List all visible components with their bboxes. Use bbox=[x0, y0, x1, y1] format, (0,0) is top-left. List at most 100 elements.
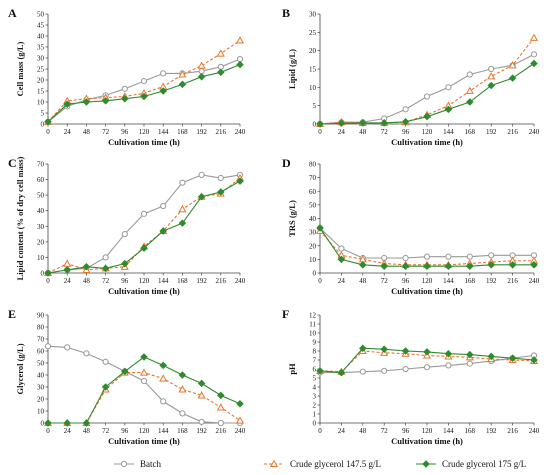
x-tick-label: 48 bbox=[83, 277, 91, 285]
x-tick-label: 96 bbox=[121, 128, 129, 136]
x-tick-label: 216 bbox=[216, 427, 227, 435]
data-point bbox=[444, 105, 453, 114]
y-tick-label: 5 bbox=[313, 375, 317, 383]
x-tick-label: 48 bbox=[83, 128, 91, 136]
series-crude-glycerol-175-g-l bbox=[44, 177, 244, 277]
y-tick-label: 15 bbox=[37, 88, 45, 96]
y-tick-label: 25 bbox=[309, 29, 317, 37]
y-tick-label: 60 bbox=[309, 188, 317, 196]
series-crude-glycerol-175-g-l bbox=[44, 60, 244, 126]
series-line bbox=[47, 177, 241, 274]
y-tick-label: 20 bbox=[309, 47, 317, 55]
x-tick-label: 192 bbox=[196, 427, 207, 435]
y-tick-label: 0 bbox=[313, 270, 317, 278]
series-line bbox=[47, 174, 241, 274]
x-tick-label: 216 bbox=[507, 128, 518, 136]
x-tick-label: 120 bbox=[422, 128, 433, 136]
x-tick-label: 24 bbox=[338, 277, 346, 285]
x-tick-label: 96 bbox=[402, 128, 410, 136]
y-tick-label: 10 bbox=[309, 84, 317, 92]
x-tick-label: 48 bbox=[83, 427, 91, 435]
y-tick-label: 0 bbox=[313, 121, 317, 129]
y-tick-label: 40 bbox=[37, 372, 45, 380]
data-point bbox=[401, 262, 410, 270]
data-point bbox=[140, 78, 148, 85]
x-tick-label: 0 bbox=[46, 277, 50, 285]
x-tick-label: 120 bbox=[422, 427, 433, 435]
x-tick-label: 72 bbox=[102, 427, 110, 435]
y-tick-label: 10 bbox=[37, 408, 45, 416]
x-tick-label: 192 bbox=[486, 277, 497, 285]
y-tick-label: 40 bbox=[309, 215, 317, 223]
x-axis-label: Cultivation time (h) bbox=[108, 436, 180, 446]
x-tick-label: 96 bbox=[121, 277, 129, 285]
x-tick-label: 120 bbox=[139, 128, 150, 136]
data-point bbox=[530, 59, 538, 68]
data-point bbox=[160, 398, 167, 405]
data-point bbox=[197, 391, 206, 399]
data-point bbox=[198, 171, 205, 178]
y-axis-label: pH bbox=[287, 363, 297, 375]
y-tick-label: 50 bbox=[309, 201, 317, 209]
data-point bbox=[197, 192, 206, 201]
x-tick-label: 216 bbox=[507, 277, 518, 285]
legend-label: Crude glycerol 175 g/L bbox=[442, 459, 526, 469]
data-point bbox=[44, 118, 52, 126]
y-tick-label: 80 bbox=[309, 161, 317, 169]
data-point bbox=[178, 371, 187, 379]
x-tick-label: 120 bbox=[139, 277, 150, 285]
x-axis-label: Cultivation time (h) bbox=[391, 436, 463, 446]
x-tick-label: 240 bbox=[529, 277, 540, 285]
data-point bbox=[445, 84, 452, 91]
series-batch bbox=[316, 224, 538, 262]
data-point bbox=[101, 97, 110, 105]
legend-marker bbox=[422, 460, 430, 468]
x-tick-label: 240 bbox=[235, 128, 246, 136]
x-tick-label: 72 bbox=[381, 128, 389, 136]
data-point bbox=[44, 419, 52, 427]
y-tick-label: 12 bbox=[309, 312, 317, 320]
y-tick-label: 7 bbox=[313, 357, 317, 365]
x-tick-label: 240 bbox=[529, 427, 540, 435]
data-point bbox=[83, 350, 90, 357]
data-point bbox=[466, 262, 474, 270]
data-point bbox=[401, 118, 410, 126]
legend-entry: Crude glycerol 175 g/L bbox=[416, 459, 526, 469]
data-point bbox=[445, 253, 452, 260]
x-tick-label: 168 bbox=[465, 128, 476, 136]
x-tick-label: 48 bbox=[359, 427, 367, 435]
y-tick-label: 0 bbox=[41, 420, 45, 428]
y-tick-label: 70 bbox=[37, 336, 45, 344]
data-point bbox=[236, 177, 244, 185]
data-point bbox=[121, 94, 129, 103]
data-point bbox=[359, 261, 367, 269]
y-tick-label: 6 bbox=[313, 366, 317, 374]
legend-label: Batch bbox=[140, 459, 161, 469]
data-point bbox=[423, 112, 431, 121]
data-point bbox=[466, 98, 474, 106]
panel-letter: A bbox=[8, 6, 17, 20]
data-point bbox=[466, 71, 473, 78]
panel-letter: F bbox=[282, 307, 289, 321]
data-point bbox=[488, 252, 495, 259]
x-tick-label: 0 bbox=[46, 427, 50, 435]
y-tick-label: 10 bbox=[37, 254, 45, 262]
data-point bbox=[445, 362, 452, 369]
y-tick-label: 20 bbox=[37, 77, 45, 85]
x-tick-label: 24 bbox=[338, 427, 346, 435]
x-tick-label: 24 bbox=[64, 277, 72, 285]
x-tick-label: 72 bbox=[381, 427, 389, 435]
x-tick-label: 72 bbox=[381, 277, 389, 285]
series-crude-glycerol-147-5-g-l bbox=[43, 173, 245, 277]
y-tick-label: 4 bbox=[313, 384, 317, 392]
chart-panel-b: B 0 5 10 15 20 25 30 0 24 48 72 96 120 144 168 192 216 240… bbox=[282, 6, 540, 147]
data-point bbox=[236, 400, 244, 408]
series-line bbox=[319, 227, 534, 259]
data-point bbox=[380, 262, 388, 270]
y-tick-label: 30 bbox=[37, 384, 45, 392]
y-axis-label: Lipid content (% of dry cell mass) bbox=[15, 156, 25, 280]
series-batch bbox=[44, 343, 244, 427]
data-point bbox=[316, 120, 324, 128]
y-tick-label: 0 bbox=[41, 270, 45, 278]
